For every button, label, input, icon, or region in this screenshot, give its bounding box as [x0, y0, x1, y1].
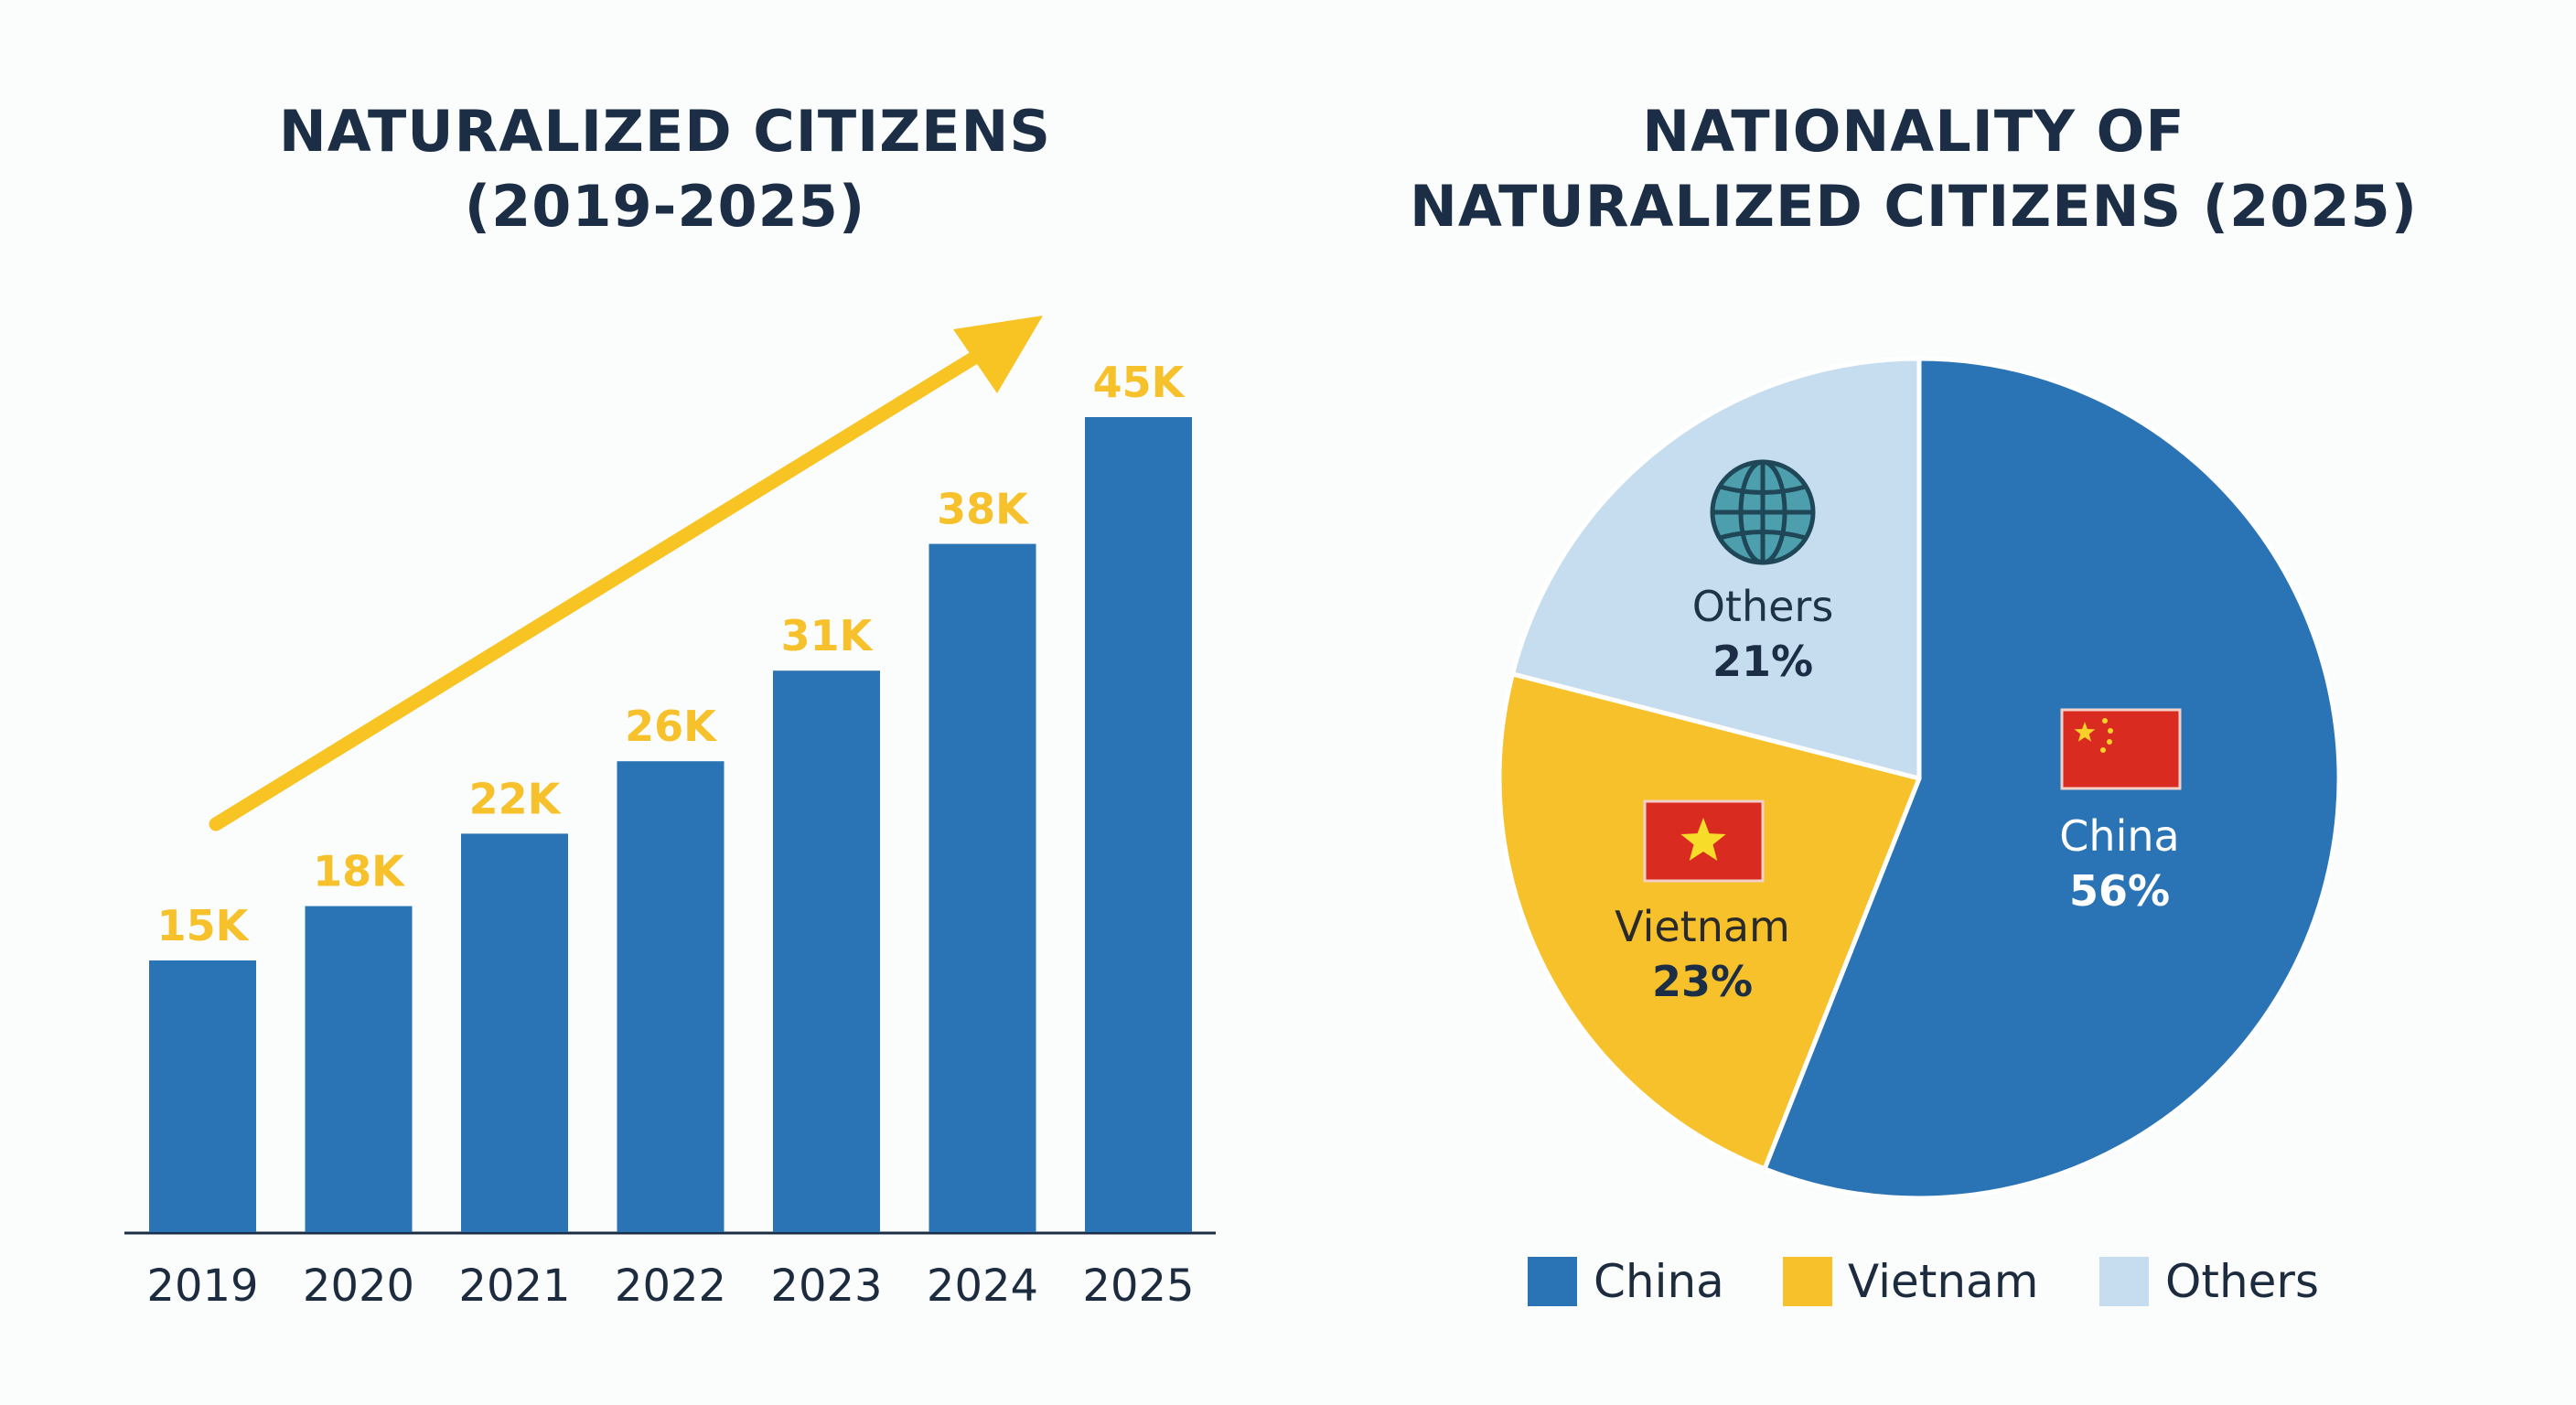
legend-swatch-vietnam: [1783, 1257, 1832, 1306]
legend-swatch-others: [2099, 1257, 2149, 1306]
bar-2023: [773, 670, 880, 1232]
bar-2024: [928, 543, 1036, 1232]
bar-2022: [617, 761, 724, 1232]
pie-chart-title: NATIONALITY OF NATURALIZED CITIZENS (202…: [1365, 94, 2463, 244]
legend-label-china: China: [1594, 1255, 1724, 1308]
pie-slice-china: [1762, 356, 2342, 1201]
slice-label-china: China: [2059, 811, 2179, 861]
x-tick-label-2025: 2025: [1082, 1260, 1194, 1312]
bar-chart: 15K 2019 18K 2020 22K 2021 26K 2022 31K 2023 38K 20…: [124, 316, 1216, 1312]
x-tick-label-2021: 2021: [458, 1260, 570, 1312]
bar-2025: [1085, 417, 1192, 1232]
x-tick-label-2024: 2024: [927, 1260, 1038, 1312]
legend-label-others: Others: [2165, 1255, 2319, 1308]
bar-chart-title-line-1: NATURALIZED CITIZENS: [278, 98, 1052, 165]
slice-label-others: Others: [1692, 582, 1834, 631]
china-flag-small-star: [2108, 728, 2113, 734]
x-tick-label-2019: 2019: [146, 1260, 258, 1312]
bar-2021: [461, 833, 568, 1232]
slice-label-vietnam: Vietnam: [1615, 902, 1790, 951]
data-label-2025: 45K: [1093, 358, 1186, 407]
slice-pct-china: 56%: [2069, 866, 2170, 916]
data-label-2022: 26K: [625, 702, 718, 751]
slice-pct-others: 21%: [1712, 637, 1813, 686]
pie-chart-title-line-2: NATURALIZED CITIZENS (2025): [1410, 173, 2418, 240]
pie-legend: China Vietnam Others: [1528, 1255, 2319, 1308]
china-flag-field: [2060, 708, 2182, 790]
china-flag-small-star: [2102, 718, 2108, 724]
trend-arrow-head: [953, 316, 1043, 393]
data-label-2023: 31K: [781, 611, 875, 660]
x-tick-label-2022: 2022: [615, 1260, 726, 1312]
data-label-2021: 22K: [469, 774, 563, 823]
china-flag-icon: [2060, 708, 2182, 790]
bar-2020: [305, 906, 413, 1232]
vietnam-flag-icon: [1643, 799, 1765, 883]
vietnam-flag-star: [1680, 818, 1726, 861]
slice-pct-vietnam: 23%: [1652, 957, 1753, 1006]
china-flag-small-star: [2107, 739, 2112, 745]
legend-label-vietnam: Vietnam: [1848, 1255, 2038, 1308]
bar-chart-title-line-2: (2019-2025): [464, 173, 866, 240]
data-label-2024: 38K: [937, 485, 1030, 534]
bar-chart-title: NATURALIZED CITIZENS (2019-2025): [208, 94, 1122, 244]
globe-parallel-south: [1719, 530, 1807, 541]
china-flag-large-star: [2074, 722, 2096, 742]
x-tick-label-2023: 2023: [770, 1260, 882, 1312]
china-flag-small-star: [2100, 747, 2106, 753]
trend-arrow-shaft: [209, 348, 986, 831]
pie-chart-title-line-1: NATIONALITY OF: [1642, 98, 2185, 165]
data-label-2020: 18K: [313, 847, 406, 896]
data-label-2019: 15K: [157, 901, 251, 950]
bar-2019: [149, 960, 256, 1232]
globe-parallel-north: [1719, 484, 1807, 495]
globe-icon: [1710, 459, 1816, 565]
x-tick-label-2020: 2020: [303, 1260, 414, 1312]
pie-slice-vietnam: [1497, 671, 1922, 1172]
legend-swatch-china: [1528, 1257, 1577, 1306]
pie-slice-others: [1509, 356, 1922, 781]
